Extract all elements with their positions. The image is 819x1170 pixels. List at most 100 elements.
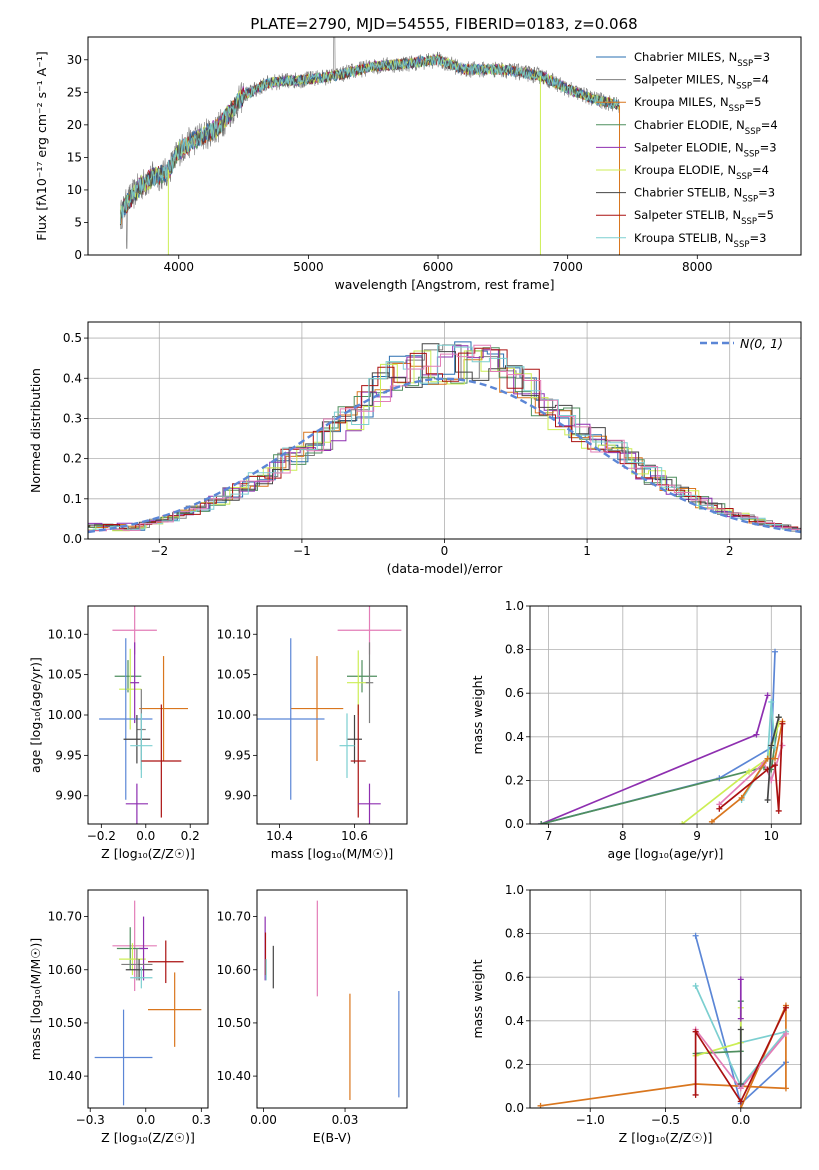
y-tick-label: 10.00 (48, 708, 82, 722)
legend-entry: N(0, 1) (740, 336, 783, 351)
x-tick-label: 5000 (293, 260, 324, 274)
residuals-histogram-panel: −2 −1 0 1 2 0.0 0.1 0.2 0.3 0.4 0.5 (data-model)/er… (28, 321, 802, 576)
legend-entry: Chabrier ELODIE, NSSP=4 (634, 118, 778, 137)
y-tick-label: 0.6 (505, 970, 524, 984)
legend-name: Chabrier MILES, N (634, 50, 737, 64)
y-tick-label: 10.05 (48, 668, 82, 682)
y-tick-label: 10.10 (217, 627, 251, 641)
y-tick-label: 0.2 (505, 773, 524, 787)
weight-marker (775, 807, 782, 814)
y-tick-label: 20 (67, 118, 82, 132)
axes-frame (256, 605, 408, 825)
x-tick-label: 2 (726, 544, 734, 558)
legend-entry: Kroupa MILES, NSSP=5 (634, 95, 761, 114)
x-tick-label: 8000 (682, 260, 713, 274)
weight-marker (738, 794, 745, 801)
x-tick-label: 0.0 (731, 1113, 750, 1127)
x-axis-label: E(B-V) (313, 1130, 352, 1145)
legend-entry: Salpeter ELODIE, NSSP=3 (634, 140, 777, 159)
x-axis-label: Z [log₁₀(Z/Z☉)] (101, 1130, 195, 1145)
weight-vs-metallicity-panel: −1.0 −0.5 0.0 0.0 0.2 0.4 0.6 0.8 1.0 Z [log₁₀(Z/… (470, 883, 802, 1145)
weight-marker (737, 1105, 744, 1108)
x-tick-label: 9 (693, 829, 701, 843)
legend-suffix: =4 (752, 73, 769, 87)
weight-marker (737, 1098, 744, 1105)
weight-marker (768, 742, 775, 749)
weight-marker (768, 698, 775, 705)
y-axis-label: mass weight (470, 675, 485, 754)
weight-marker (737, 1026, 744, 1033)
y-tick-label: 0.8 (505, 927, 524, 941)
legend-suffix: =4 (752, 163, 769, 177)
plot-area (94, 900, 202, 1106)
legend-sub: SSP (729, 104, 745, 114)
x-tick-label: 4000 (163, 260, 194, 274)
legend-name: Kroupa STELIB, N (634, 231, 734, 245)
legend-sub: SSP (736, 82, 752, 92)
legend-sub: SSP (736, 172, 752, 182)
legend-suffix: =5 (757, 208, 774, 222)
x-tick-label: 8 (619, 829, 627, 843)
y-tick-label: 10.40 (217, 1069, 251, 1083)
legend-entry: Kroupa STELIB, NSSP=3 (634, 231, 766, 250)
weight-marker (692, 932, 699, 939)
x-axis-label: age [log₁₀(age/yr)] (608, 846, 724, 861)
y-tick-label: 9.90 (224, 789, 251, 803)
y-axis-label: Normed distribution (28, 368, 43, 493)
y-tick-label: 0.4 (63, 371, 82, 385)
y-tick-label: 0.5 (63, 331, 82, 345)
plot-area (119, 37, 621, 255)
weight-marker (692, 1028, 699, 1035)
y-tick-label: 9.90 (55, 789, 82, 803)
weight-marker (764, 797, 771, 804)
x-tick-label: 7 (545, 829, 553, 843)
weight-marker (716, 805, 723, 812)
legend-name: Chabrier STELIB, N (634, 186, 742, 200)
y-tick-label: 0.0 (63, 532, 82, 546)
y-tick-label: 0.2 (505, 1057, 524, 1071)
x-axis-label: wavelength [Angstrom, rest frame] (334, 277, 554, 292)
x-tick-label: 10.6 (341, 829, 368, 843)
weight-marker (679, 821, 686, 824)
y-tick-label: 10.40 (48, 1069, 82, 1083)
legend-name: Kroupa MILES, N (634, 95, 729, 109)
legend-entry: Chabrier MILES, NSSP=3 (634, 50, 770, 69)
legend-sub: SSP (734, 240, 750, 250)
x-tick-label: −2 (150, 544, 168, 558)
y-tick-label: 10.70 (48, 910, 82, 924)
legend-suffix: =4 (761, 118, 778, 132)
axes-frame (529, 605, 802, 825)
y-axis-label: Flux [fλ10⁻¹⁷ erg cm⁻² s⁻¹ A⁻¹] (34, 51, 49, 240)
x-tick-label: 0.0 (136, 829, 155, 843)
weight-marker (782, 1085, 789, 1092)
legend-sub: SSP (745, 127, 761, 137)
y-tick-label: 0.2 (63, 452, 82, 466)
legend-suffix: =3 (753, 50, 770, 64)
plot-area (99, 606, 188, 824)
histogram-extra_pink (88, 344, 801, 532)
x-tick-label: −0.3 (76, 1113, 105, 1127)
weight-marker (692, 1091, 699, 1098)
legend-suffix: =5 (744, 95, 761, 109)
legend-sub: SSP (742, 195, 758, 205)
weight-marker (782, 1030, 789, 1037)
y-tick-label: 0.4 (505, 1014, 524, 1028)
y-axis-label: age [log₁₀(age/yr)] (28, 657, 43, 773)
weight-marker (538, 821, 545, 824)
axes-frame (256, 889, 408, 1109)
x-axis-label: (data-model)/error (387, 561, 504, 576)
y-axis-label: mass weight (470, 959, 485, 1038)
plot-area (88, 341, 801, 534)
weight-marker (737, 1081, 744, 1088)
y-tick-label: 10.50 (48, 1016, 82, 1030)
axes-frame (87, 36, 802, 256)
x-axis-label: Z [log₁₀(Z/Z☉)] (101, 846, 195, 861)
x-tick-label: 0.2 (181, 829, 200, 843)
legend-entry: Salpeter MILES, NSSP=4 (634, 73, 769, 92)
weight-series-line (695, 1001, 742, 1055)
legend-name: Chabrier ELODIE, N (634, 118, 745, 132)
y-tick-label: 1.0 (505, 599, 524, 613)
y-tick-label: 10.60 (48, 963, 82, 977)
normal-curve-line (88, 377, 801, 534)
y-tick-label: 0.0 (505, 1101, 524, 1115)
